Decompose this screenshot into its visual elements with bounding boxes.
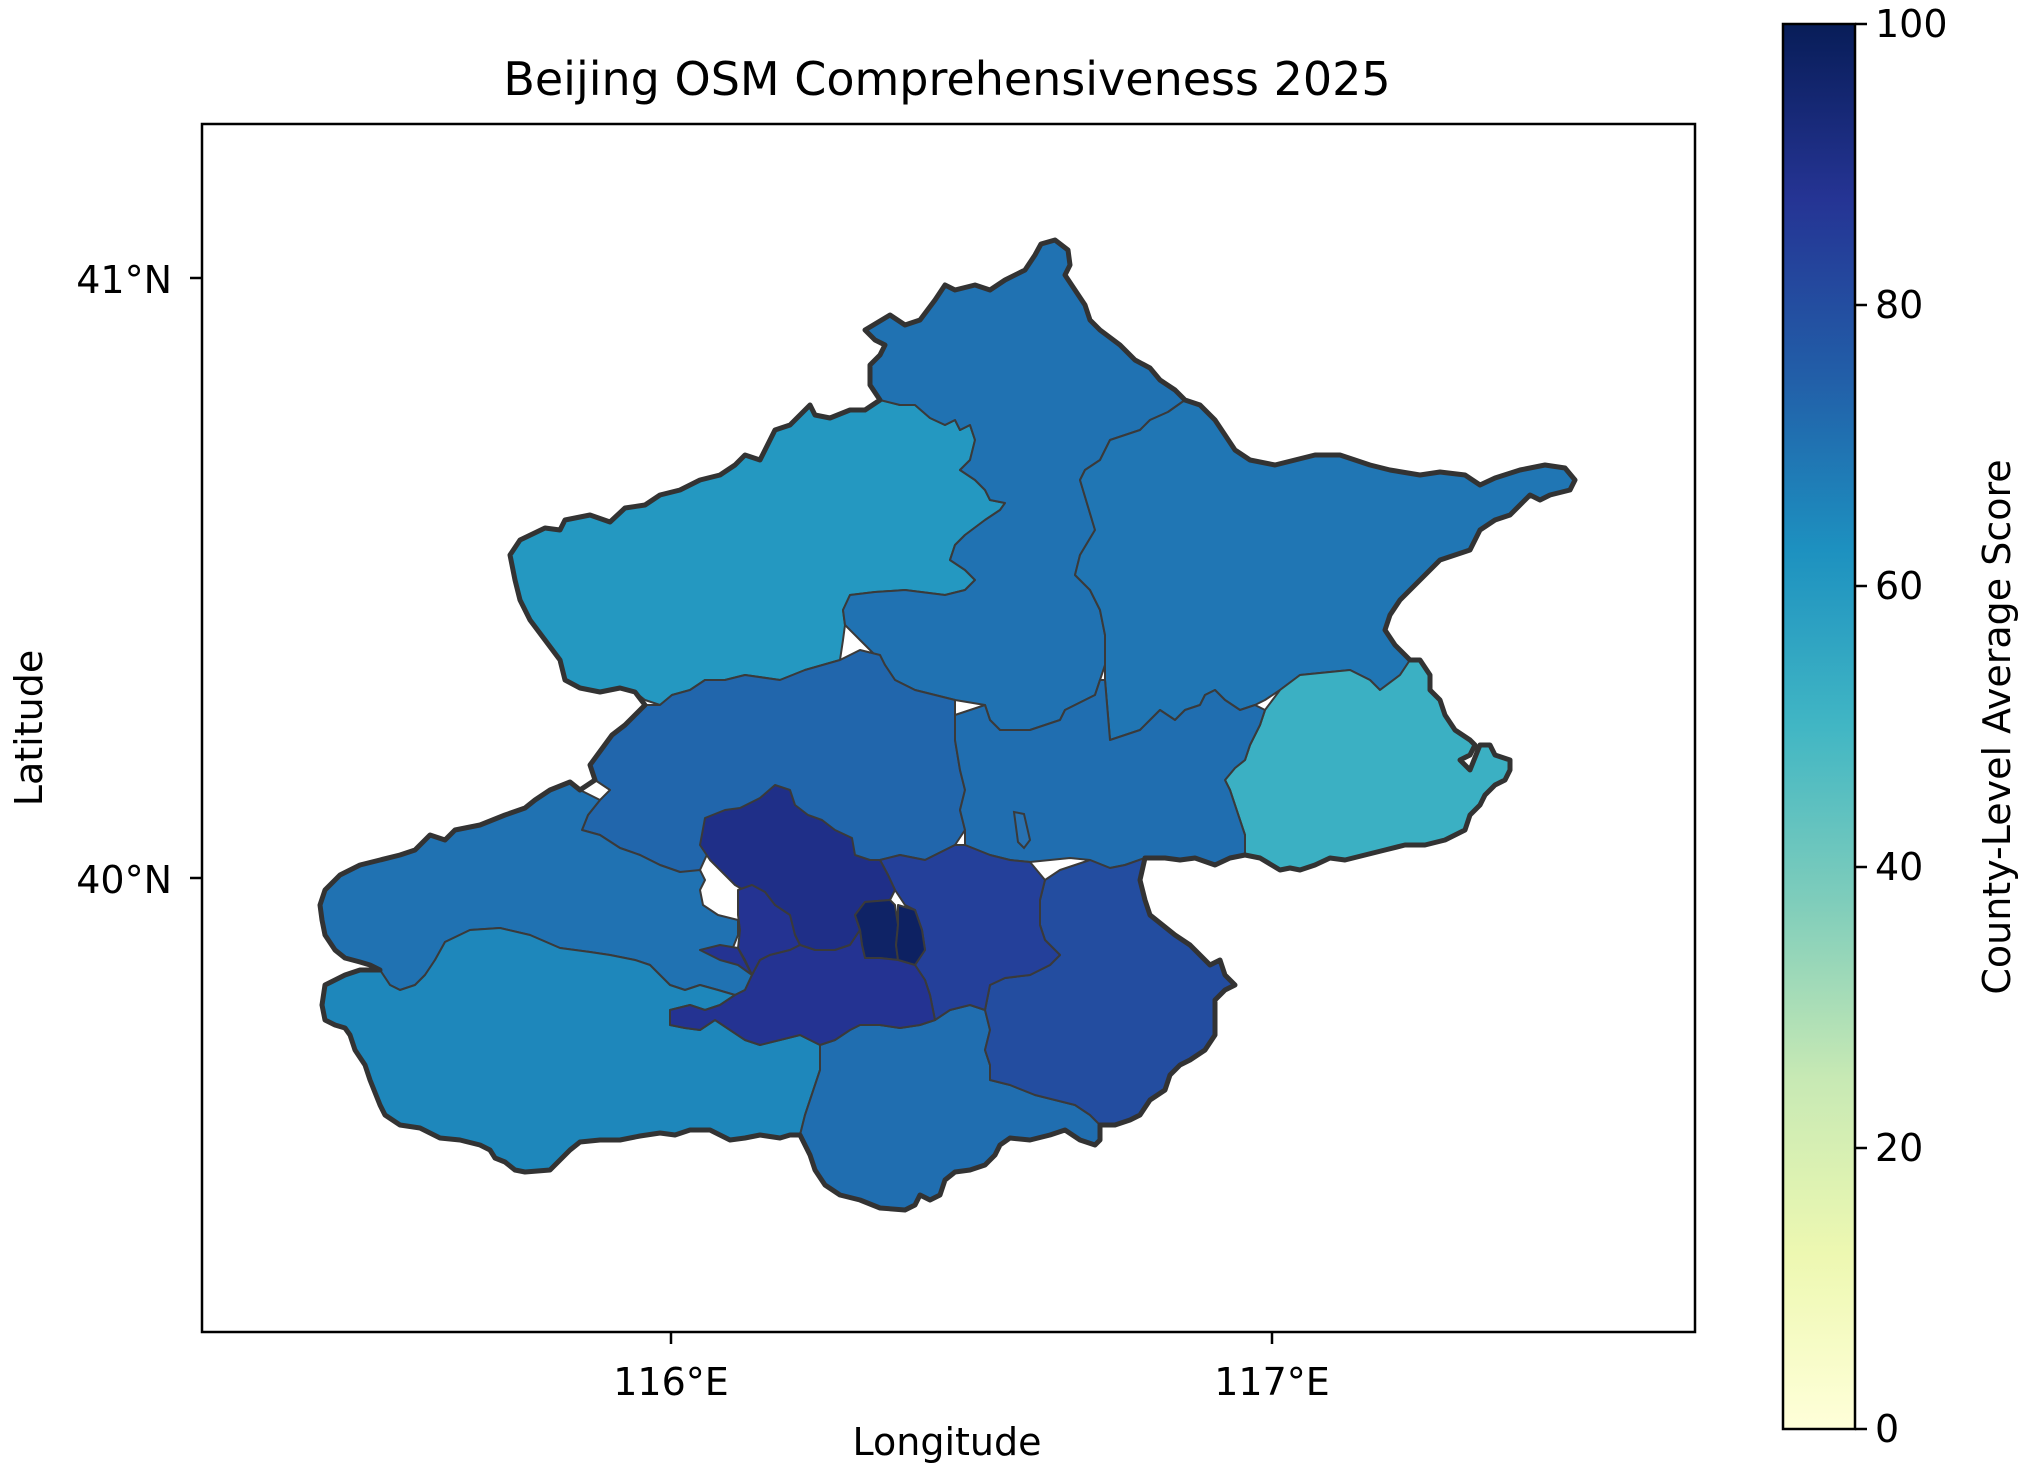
y-axis-label: Latitude: [7, 650, 51, 806]
municipality-outline: [317, 237, 1578, 1213]
water-sliver-shape: [1012, 810, 1032, 850]
colorbar-label: County-Level Average Score: [1975, 459, 2019, 994]
colorbar: 0 20 40 60 80 100 County-Level Average Score: [1781, 2, 2019, 1451]
x-axis: 116°E 117°E Longitude: [613, 1332, 1330, 1464]
colorbar-ticks: 0 20 40 60 80 100: [1855, 2, 1948, 1451]
x-axis-label: Longitude: [853, 1420, 1042, 1464]
colorbar-tick-label: 40: [1875, 845, 1923, 889]
colorbar-gradient: [1781, 22, 1857, 1431]
colorbar-tick-label: 80: [1875, 283, 1923, 327]
colorbar-tick-label: 100: [1875, 2, 1948, 46]
map-axes-frame: [200, 122, 1697, 1334]
x-tick-label-117: 117°E: [1214, 1360, 1330, 1404]
y-tick-label-41: 41°N: [76, 258, 172, 302]
colorbar-tick-label: 0: [1875, 1407, 1899, 1451]
chart-title: Beijing OSM Comprehensiveness 2025: [503, 52, 1390, 106]
district-regions: [319, 239, 1576, 1211]
y-tick-label-40: 40°N: [76, 858, 172, 902]
colorbar-tick-label: 20: [1875, 1126, 1923, 1170]
y-axis: 41°N 40°N Latitude: [7, 258, 202, 902]
x-tick-label-116: 116°E: [613, 1360, 729, 1404]
colorbar-tick-label: 60: [1875, 564, 1923, 608]
region-fengtai: [669, 929, 936, 1046]
